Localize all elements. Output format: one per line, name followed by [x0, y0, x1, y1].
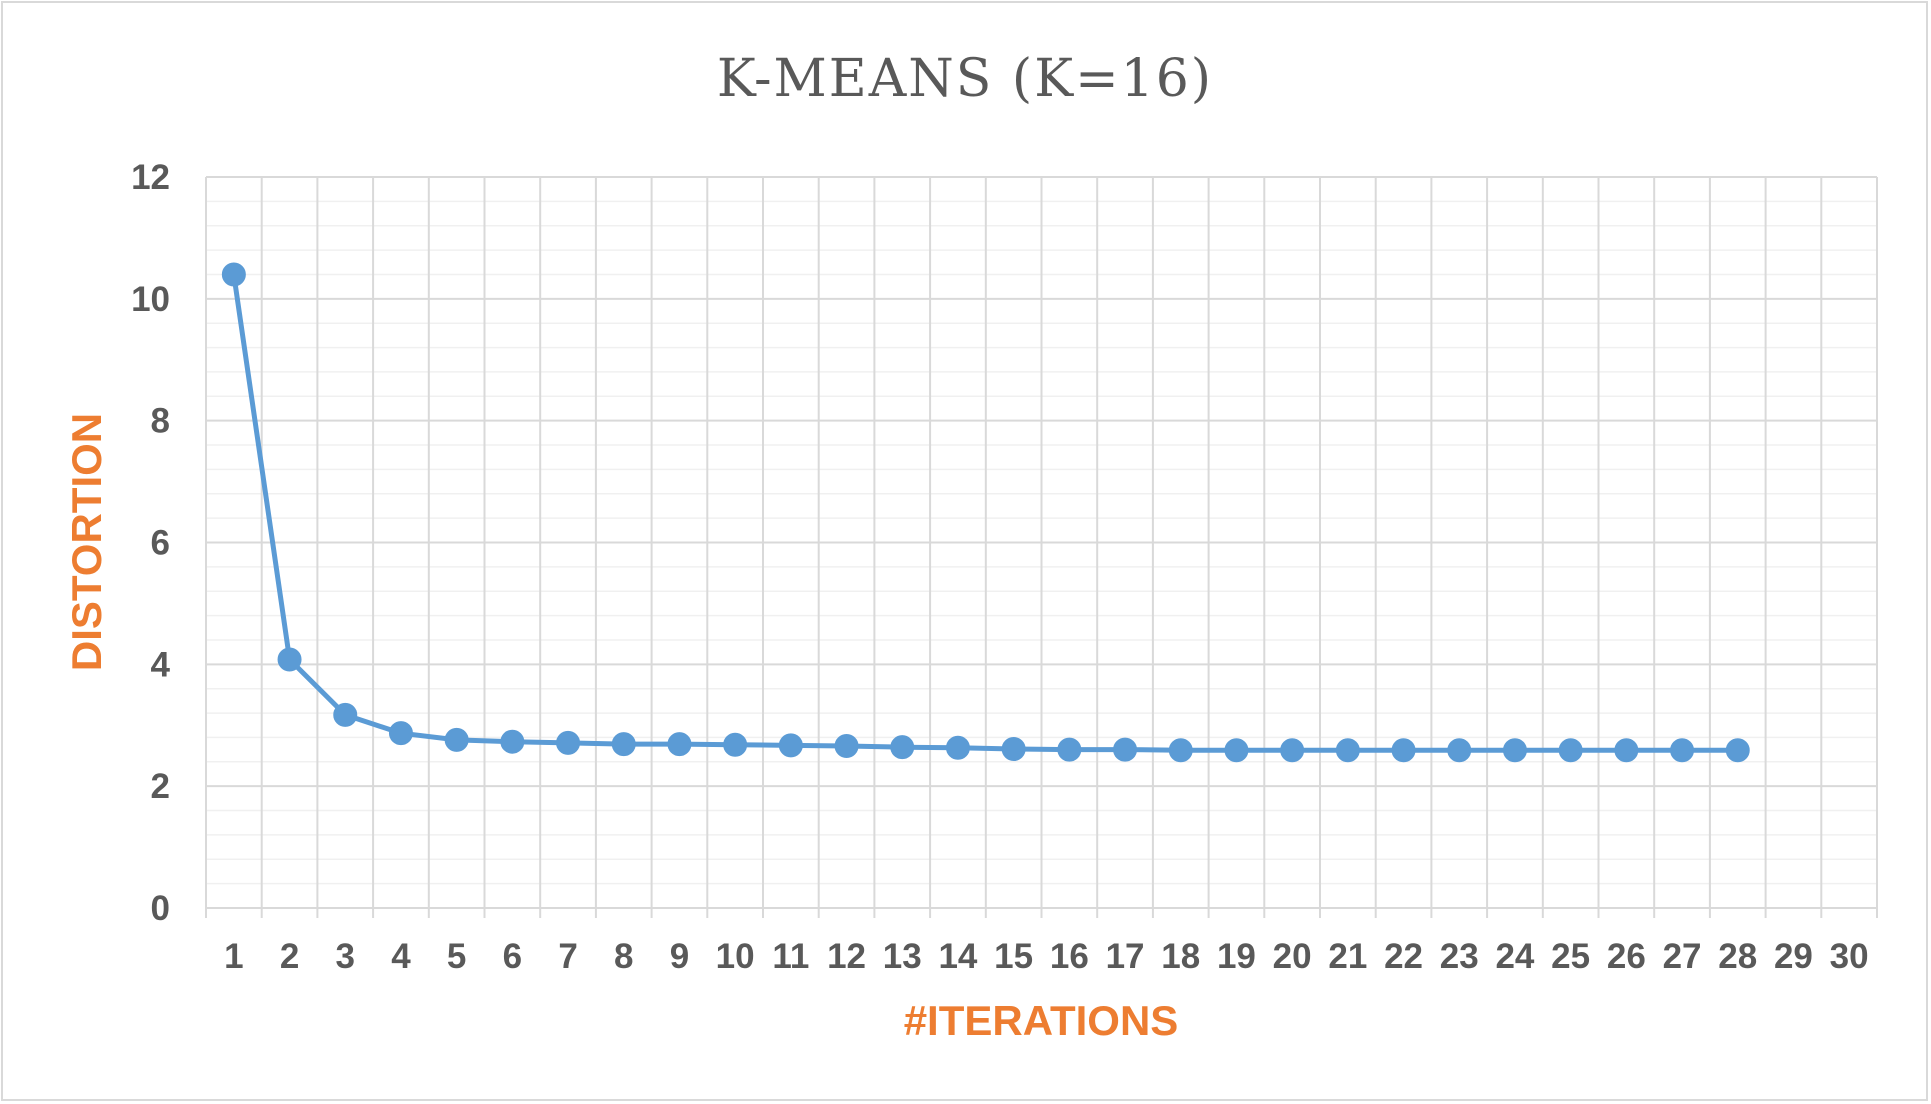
x-tick-label: 2	[280, 937, 299, 976]
x-tick-label: 28	[1718, 937, 1757, 976]
x-tick-label: 7	[558, 937, 577, 976]
x-tick-label: 5	[447, 937, 466, 976]
major-gridlines	[205, 176, 1878, 918]
data-point	[277, 647, 302, 672]
x-tick-label: 20	[1273, 937, 1312, 976]
data-point	[333, 702, 358, 727]
x-tick-label: 21	[1328, 937, 1367, 976]
y-axis-tick-labels: 0 2 4 6 8 10 12	[131, 158, 170, 928]
y-tick-label: 12	[131, 158, 170, 197]
x-tick-label: 12	[827, 937, 866, 976]
y-tick-label: 0	[151, 889, 170, 928]
data-point	[388, 721, 413, 746]
data-point	[1280, 738, 1305, 763]
data-point	[1001, 737, 1026, 762]
x-axis-tick-labels: 1 2 3 4 5 6 7 8 9 10 11 12 13 14 15 16 17 18 19 20 21 22 23 24 2…	[224, 937, 1869, 976]
x-tick-label: 10	[716, 937, 755, 976]
data-point	[1558, 738, 1583, 763]
data-point	[1502, 738, 1527, 763]
data-point	[1224, 738, 1249, 763]
x-tick-label: 16	[1050, 937, 1089, 976]
data-point	[1113, 737, 1138, 762]
x-tick-label: 8	[614, 937, 633, 976]
x-tick-label: 17	[1106, 937, 1145, 976]
data-point	[1335, 738, 1360, 763]
data-point	[1614, 738, 1639, 763]
y-tick-label: 10	[131, 280, 170, 319]
data-point	[1725, 738, 1750, 763]
x-tick-label: 25	[1551, 937, 1590, 976]
data-point	[556, 730, 581, 755]
x-tick-label: 26	[1607, 937, 1646, 976]
data-point	[1391, 738, 1416, 763]
data-point	[1670, 738, 1695, 763]
y-tick-label: 8	[151, 402, 170, 441]
data-point	[890, 735, 915, 760]
data-point	[444, 727, 469, 752]
x-tick-label: 13	[883, 937, 922, 976]
x-tick-label: 6	[503, 937, 522, 976]
series-line	[231, 272, 1741, 753]
x-tick-label: 15	[994, 937, 1033, 976]
x-tick-label: 29	[1774, 937, 1813, 976]
x-tick-label: 24	[1495, 937, 1534, 976]
data-point	[221, 262, 246, 287]
data-point	[611, 732, 636, 757]
x-tick-label: 9	[670, 937, 689, 976]
data-point	[667, 732, 692, 757]
y-tick-label: 2	[151, 767, 170, 806]
x-tick-label: 18	[1161, 937, 1200, 976]
data-point	[1057, 737, 1082, 762]
data-point	[1447, 738, 1472, 763]
data-point	[1168, 738, 1193, 763]
x-tick-label: 30	[1830, 937, 1869, 976]
x-axis-title: #ITERATIONS	[904, 997, 1179, 1044]
x-tick-label: 19	[1217, 937, 1256, 976]
x-tick-label: 23	[1440, 937, 1479, 976]
data-point	[778, 733, 803, 758]
y-tick-label: 6	[151, 524, 170, 563]
x-tick-label: 3	[336, 937, 355, 976]
y-tick-label: 4	[151, 645, 171, 684]
data-point	[834, 733, 859, 758]
series-layer	[221, 262, 1750, 763]
x-tick-label: 14	[938, 937, 977, 976]
x-tick-label: 1	[224, 937, 243, 976]
data-point	[723, 732, 748, 757]
data-point	[945, 735, 970, 760]
x-tick-label: 27	[1663, 937, 1702, 976]
x-tick-label: 4	[391, 937, 411, 976]
plot-area	[205, 176, 1878, 918]
data-point	[500, 729, 525, 754]
x-tick-label: 11	[772, 937, 809, 976]
chart-title: K-MEANS (K=16)	[717, 49, 1213, 109]
x-tick-label: 22	[1384, 937, 1423, 976]
y-axis-title: DISTORTION	[63, 413, 110, 671]
